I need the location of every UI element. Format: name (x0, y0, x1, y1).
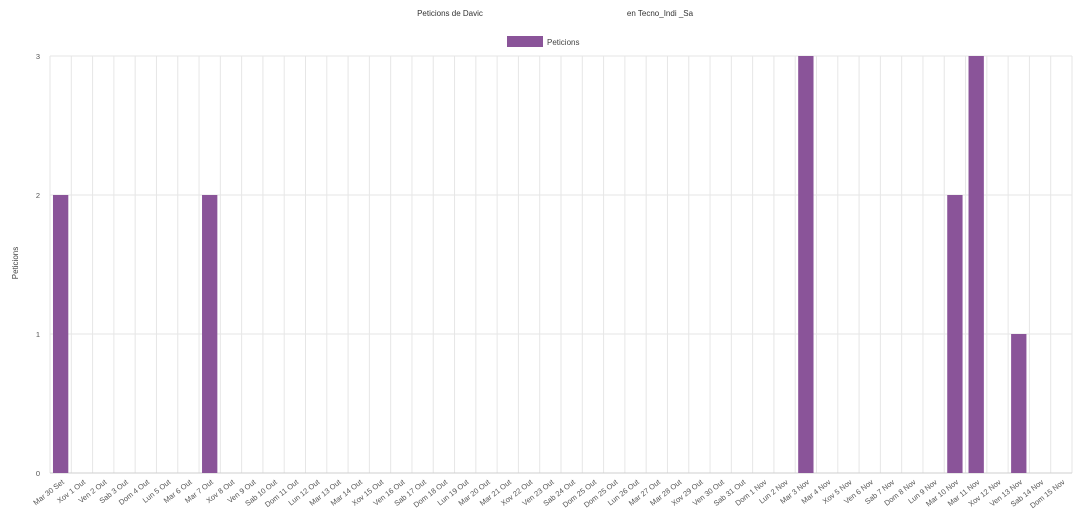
bar[interactable] (52, 195, 69, 473)
gridlines (49, 55, 1073, 474)
chart-subtitle: en Tecno_Indi _Sa (627, 9, 694, 18)
bar[interactable] (1011, 334, 1027, 473)
bar[interactable] (798, 56, 814, 473)
y-tick-label: 0 (36, 469, 40, 478)
legend-label: Peticions (547, 38, 579, 47)
bar[interactable] (947, 195, 963, 473)
legend[interactable]: Peticions (507, 36, 579, 47)
chart-title: Peticions de Davic (417, 9, 483, 18)
y-axis-ticks: 0 1 2 3 (36, 52, 40, 478)
y-tick-label: 2 (36, 191, 40, 200)
bars (52, 56, 1027, 473)
bar[interactable] (202, 195, 218, 473)
y-axis-title: Peticions (11, 247, 20, 279)
bar[interactable] (968, 56, 984, 473)
y-tick-label: 1 (36, 330, 40, 339)
legend-swatch (507, 36, 543, 47)
y-tick-label: 3 (36, 52, 40, 61)
